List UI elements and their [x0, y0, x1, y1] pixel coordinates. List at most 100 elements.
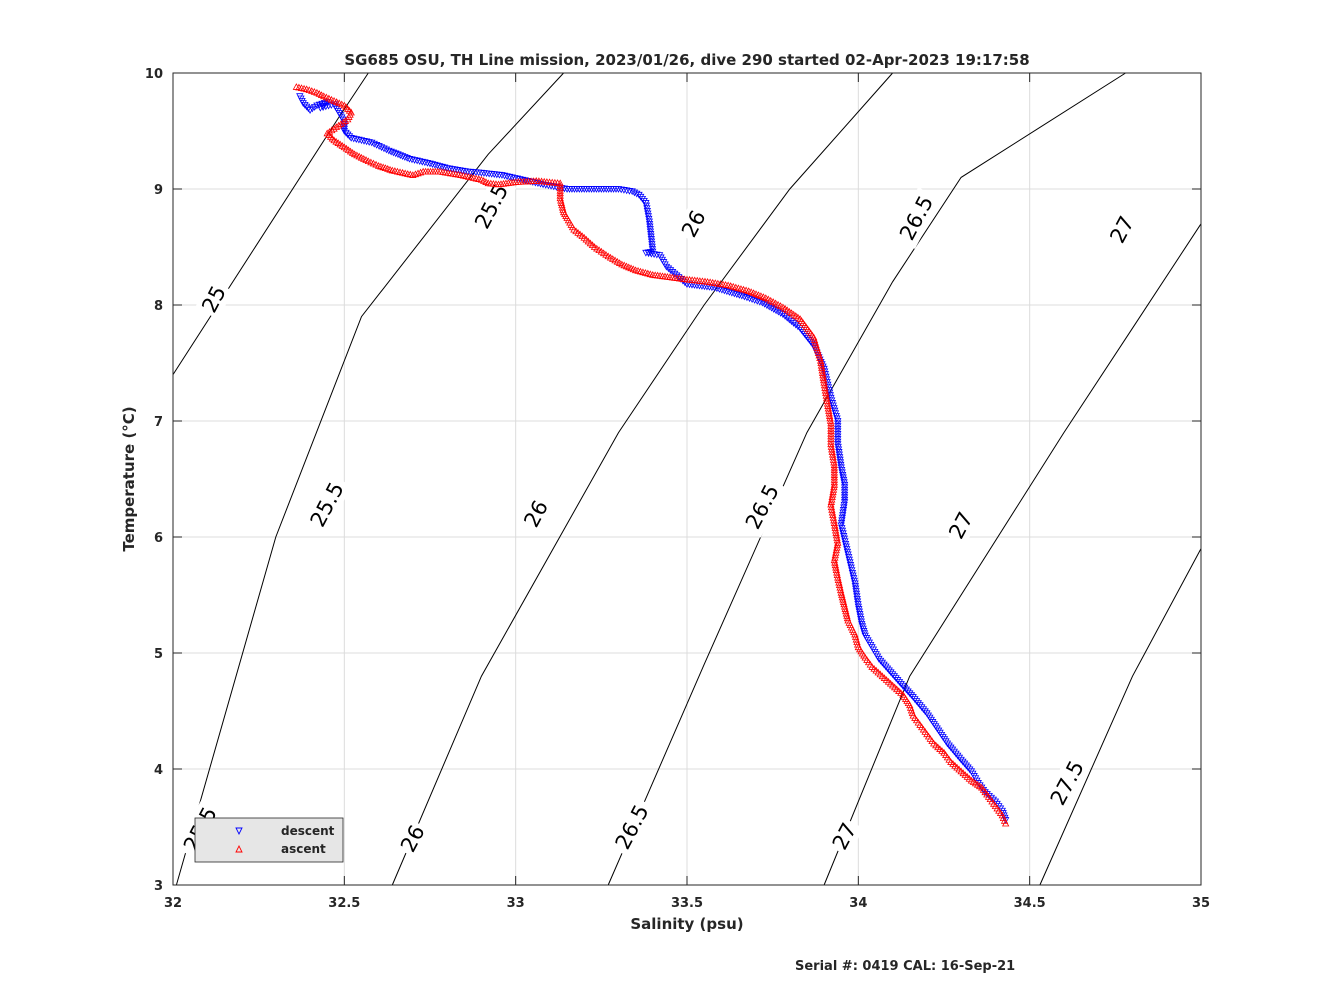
ascent-point [834, 576, 843, 584]
x-tick-label: 33.5 [671, 896, 703, 911]
ascent-point [810, 333, 818, 341]
descent-point [890, 673, 898, 681]
ascent-point [411, 170, 420, 178]
descent-point [950, 748, 958, 756]
descent-point [914, 700, 922, 708]
ascent-point [833, 543, 841, 551]
density-contour-26 [391, 72, 893, 886]
ascent-series [292, 83, 1010, 827]
ascent-point [835, 581, 844, 589]
descent-point [342, 129, 350, 137]
descent-point [948, 746, 957, 754]
ascent-point [822, 394, 831, 402]
descent-point [957, 756, 965, 764]
ascent-point [835, 578, 843, 586]
density-contour-27 [823, 223, 1202, 886]
descent-point [392, 150, 400, 158]
ascent-point [1002, 819, 1010, 827]
ascent-point [907, 706, 916, 714]
legend-ascent-label: ascent [281, 842, 326, 856]
y-tick-label: 6 [154, 531, 163, 546]
ascent-point [831, 526, 840, 534]
y-tick-label: 3 [154, 879, 163, 894]
descent-point [396, 152, 404, 160]
descent-point [662, 263, 671, 271]
ascent-point [829, 453, 837, 461]
descent-point [876, 657, 885, 665]
descent-point [377, 144, 386, 152]
ascent-point [414, 169, 422, 177]
descent-point [446, 165, 454, 173]
descent-point [438, 163, 446, 171]
descent-point [916, 702, 924, 710]
ascent-point [834, 573, 842, 581]
ascent-point [815, 351, 823, 359]
density-contour-25.5 [175, 72, 564, 886]
descent-point [919, 706, 928, 714]
ascent-point [416, 168, 425, 176]
descent-point [453, 166, 462, 174]
y-tick-label: 7 [154, 415, 163, 430]
descent-point [883, 665, 892, 673]
descent-point [387, 148, 395, 156]
descent-point [403, 155, 411, 162]
descent-point [382, 146, 391, 154]
ascent-point [824, 402, 832, 409]
descent-point [413, 157, 421, 165]
ascent-point [836, 586, 845, 594]
descent-point [743, 294, 751, 302]
descent-point [547, 183, 555, 190]
descent-point [892, 675, 900, 682]
descent-point [347, 135, 355, 142]
descent-point [751, 297, 759, 304]
ascent-point [825, 409, 833, 417]
ascent-point [825, 412, 834, 419]
descent-point [350, 135, 358, 143]
ascent-point [833, 568, 841, 576]
ascent-point [841, 605, 849, 612]
ascent-point [823, 397, 831, 404]
ascent-point [812, 341, 820, 349]
descent-point [947, 744, 955, 752]
ascent-point [839, 598, 848, 605]
descent-point [878, 659, 886, 667]
descent-point [375, 143, 383, 150]
descent-point [885, 667, 893, 675]
descent-point [355, 136, 363, 144]
descent-point [362, 138, 371, 146]
ascent-point [851, 633, 860, 640]
descent-point [458, 167, 467, 175]
descent-point [650, 251, 658, 259]
ascent-point [828, 505, 836, 513]
ascent-point [821, 386, 830, 394]
descent-point [418, 158, 426, 166]
descent-point [340, 125, 349, 133]
ascent-point [830, 516, 838, 524]
descent-point [301, 102, 309, 109]
ascent-point [811, 338, 819, 346]
descent-point [943, 740, 952, 748]
descent-point [794, 323, 802, 331]
descent-point [955, 754, 964, 762]
ascent-point [843, 612, 851, 619]
x-tick-label: 32 [164, 896, 182, 911]
ascent-point [814, 349, 823, 356]
ascent-point [908, 709, 916, 716]
descent-point [443, 165, 451, 172]
descent-point [906, 690, 914, 698]
ascent-point [810, 336, 819, 343]
descent-point [748, 296, 756, 304]
contour-label-background [302, 473, 352, 536]
ascent-point [833, 534, 841, 541]
descent-point [738, 292, 746, 300]
ascent-point [829, 511, 837, 519]
descent-point [888, 671, 897, 679]
serial-cal-note: Serial #: 0419 CAL: 16-Sep-21 [795, 959, 1015, 974]
ascent-point [830, 519, 839, 526]
descent-point [372, 142, 381, 149]
descent-point [448, 166, 456, 173]
contour-label-background [674, 203, 713, 245]
descent-point [728, 289, 736, 297]
y-tick-label: 4 [154, 763, 163, 778]
